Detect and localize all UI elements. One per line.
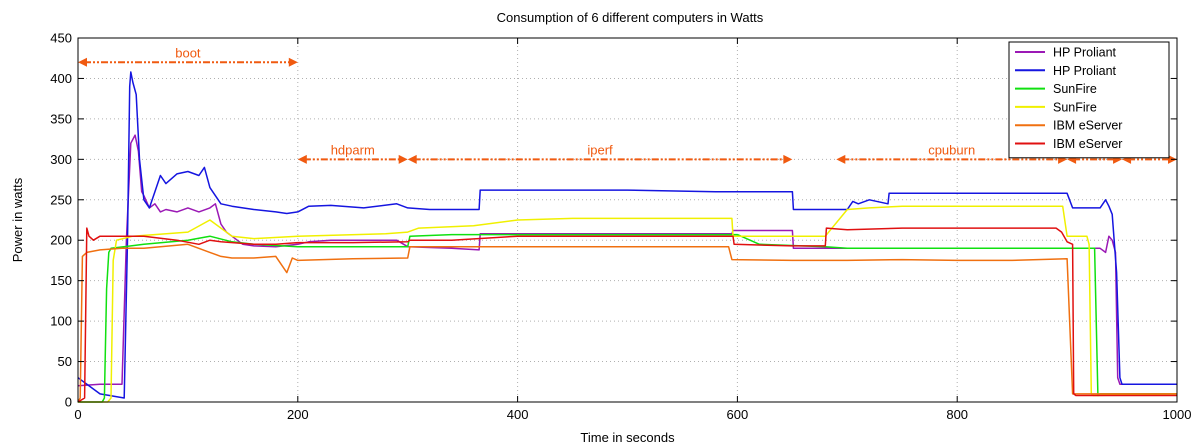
annotation-arrow-left xyxy=(407,154,417,164)
annotation-arrow-right xyxy=(398,154,408,164)
series-line-3 xyxy=(78,233,1177,403)
legend-label: HP Proliant xyxy=(1053,64,1117,78)
annotation-hdparm: hdparm xyxy=(297,142,408,164)
series-line-5 xyxy=(77,243,1177,403)
grid-lines xyxy=(78,38,1177,402)
y-tick-label: 300 xyxy=(50,152,72,167)
legend-label: SunFire xyxy=(1053,82,1097,96)
series-line-6 xyxy=(77,227,1177,403)
x-tick-label: 400 xyxy=(507,407,529,422)
x-tick-label: 600 xyxy=(727,407,749,422)
y-tick-label: 400 xyxy=(50,71,72,86)
annotation-label: iperf xyxy=(587,142,613,157)
y-tick-label: 450 xyxy=(50,31,72,46)
axis-ticks: 0 50 100 150 200 250 300 350 400 450 0 200 400 600 800… xyxy=(50,31,1191,423)
annotation-arrow-left xyxy=(836,154,846,164)
x-tick-label: 800 xyxy=(946,407,968,422)
annotation-label: hdparm xyxy=(331,142,375,157)
y-tick-label: 0 xyxy=(65,395,72,410)
legend-label: HP Proliant xyxy=(1053,46,1117,60)
annotation-cpuburn: cpuburn xyxy=(836,142,1068,164)
annotation-boot: boot xyxy=(78,45,298,67)
y-tick-label: 150 xyxy=(50,273,72,288)
annotation-arrow-left xyxy=(78,57,87,67)
series-line-2 xyxy=(77,71,1177,399)
x-tick-label: 200 xyxy=(287,407,309,422)
annotation-iperf: iperf xyxy=(407,142,793,164)
legend-label: IBM eServer xyxy=(1053,137,1122,151)
series-lines xyxy=(77,71,1178,403)
legend-label: SunFire xyxy=(1053,100,1097,114)
y-axis-label: Power in watts xyxy=(10,177,25,262)
annotation-arrow-left xyxy=(297,154,307,164)
y-tick-label: 250 xyxy=(50,192,72,207)
annotation-label: boot xyxy=(175,45,201,60)
chart-title: Consumption of 6 different computers in … xyxy=(497,10,764,25)
x-tick-label: 0 xyxy=(74,407,81,422)
legend: HP Proliant HP Proliant SunFire SunFire IBM … xyxy=(1008,41,1170,159)
annotation-arrow-right xyxy=(783,154,793,164)
y-tick-label: 350 xyxy=(50,111,72,126)
x-tick-label: 1000 xyxy=(1163,407,1192,422)
phase-annotations: boothdparmiperfcpuburnturn offOFF xyxy=(78,45,1177,164)
y-tick-label: 200 xyxy=(50,233,72,248)
series-line-4 xyxy=(78,205,1178,403)
legend-label: IBM eServer xyxy=(1053,119,1122,133)
plot-frame xyxy=(77,37,1178,403)
y-tick-label: 50 xyxy=(58,354,72,369)
legend-box xyxy=(1008,41,1170,159)
y-tick-label: 100 xyxy=(50,314,72,329)
x-axis-label: Time in seconds xyxy=(580,430,675,445)
annotation-arrow-right xyxy=(288,57,298,67)
annotation-label: cpuburn xyxy=(928,142,975,157)
